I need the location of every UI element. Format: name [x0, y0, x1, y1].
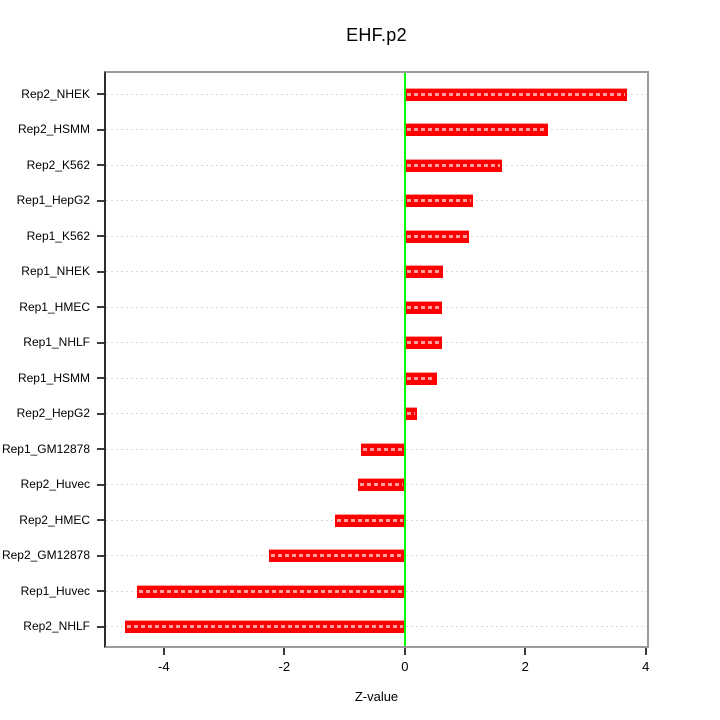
- y-axis-tick: [97, 93, 104, 95]
- y-axis-tick: [97, 448, 104, 450]
- y-axis-tick: [97, 519, 104, 521]
- y-axis-tick: [97, 235, 104, 237]
- x-axis-tick: [283, 648, 286, 655]
- y-axis-label: Rep2_HMEC: [19, 512, 90, 527]
- grid-line: [106, 200, 647, 201]
- bar: [404, 300, 443, 314]
- bar: [358, 478, 405, 491]
- y-axis-label: Rep1_K562: [26, 228, 90, 243]
- y-axis-label: Rep1_NHEK: [21, 264, 90, 278]
- grid-line: [106, 235, 647, 237]
- y-axis-tick: [97, 270, 104, 273]
- y-axis-tick: [97, 554, 104, 557]
- x-axis-tick-label: 0: [401, 659, 409, 674]
- x-axis-tick-label: -4: [158, 659, 170, 674]
- x-axis-tick: [644, 648, 647, 655]
- bar: [404, 229, 469, 243]
- bar: [404, 336, 442, 349]
- zero-line: [403, 73, 406, 646]
- y-axis-tick: [97, 128, 104, 131]
- bar: [404, 265, 444, 278]
- bar: [361, 442, 405, 456]
- y-axis-tick: [97, 199, 104, 202]
- grid-line: [106, 413, 647, 414]
- bar: [404, 407, 417, 420]
- chart-title: EHF.p2: [346, 25, 407, 45]
- grid-line: [106, 342, 647, 343]
- y-axis-label: Rep1_NHLF: [23, 335, 90, 349]
- bar: [404, 194, 473, 207]
- bar: [404, 371, 437, 385]
- y-axis-label: Rep1_HSMM: [17, 370, 90, 385]
- bar: [404, 87, 627, 101]
- bar: [137, 584, 405, 598]
- x-axis-tick-label: 2: [521, 659, 529, 674]
- y-axis-tick: [97, 341, 104, 344]
- y-axis-label: Rep2_GM12878: [1, 548, 90, 562]
- y-axis-label: Rep1_Huvec: [20, 583, 90, 598]
- x-axis-tick-label: 4: [642, 659, 650, 674]
- bar: [268, 549, 405, 562]
- bar: [125, 620, 405, 633]
- grid-line: [106, 306, 647, 308]
- x-axis-tick: [162, 648, 165, 655]
- x-axis-title: Z-value: [354, 689, 399, 704]
- grid-line: [106, 271, 647, 272]
- y-axis-tick: [97, 377, 104, 379]
- x-axis-tick: [403, 648, 406, 655]
- grid-line: [106, 164, 647, 166]
- y-axis-label: Rep2_NHEK: [21, 86, 90, 101]
- y-axis-label: Rep2_Huvec: [20, 477, 90, 491]
- y-axis-tick: [97, 483, 104, 486]
- y-axis-label: Rep1_HepG2: [16, 193, 90, 207]
- x-axis-tick: [524, 648, 527, 655]
- grid-line: [106, 93, 647, 95]
- y-axis-tick: [97, 306, 104, 308]
- x-axis-tick-label: -2: [278, 659, 291, 674]
- grid-line: [106, 377, 647, 379]
- y-axis-label: Rep2_HepG2: [16, 406, 90, 420]
- bar: [404, 158, 502, 172]
- y-axis-label: Rep1_GM12878: [1, 441, 90, 456]
- grid-line: [106, 129, 647, 130]
- y-axis-tick: [97, 590, 104, 592]
- y-axis-tick: [97, 625, 104, 628]
- bar: [334, 513, 405, 527]
- y-axis-label: Rep2_HSMM: [17, 122, 90, 136]
- y-axis-label: Rep1_HMEC: [19, 299, 90, 314]
- bar: [404, 123, 548, 136]
- y-axis-tick: [97, 164, 104, 166]
- plot-area: [104, 71, 649, 648]
- y-axis-tick: [97, 412, 104, 415]
- y-axis-label: Rep2_NHLF: [23, 619, 90, 633]
- y-axis-label: Rep2_K562: [26, 157, 90, 172]
